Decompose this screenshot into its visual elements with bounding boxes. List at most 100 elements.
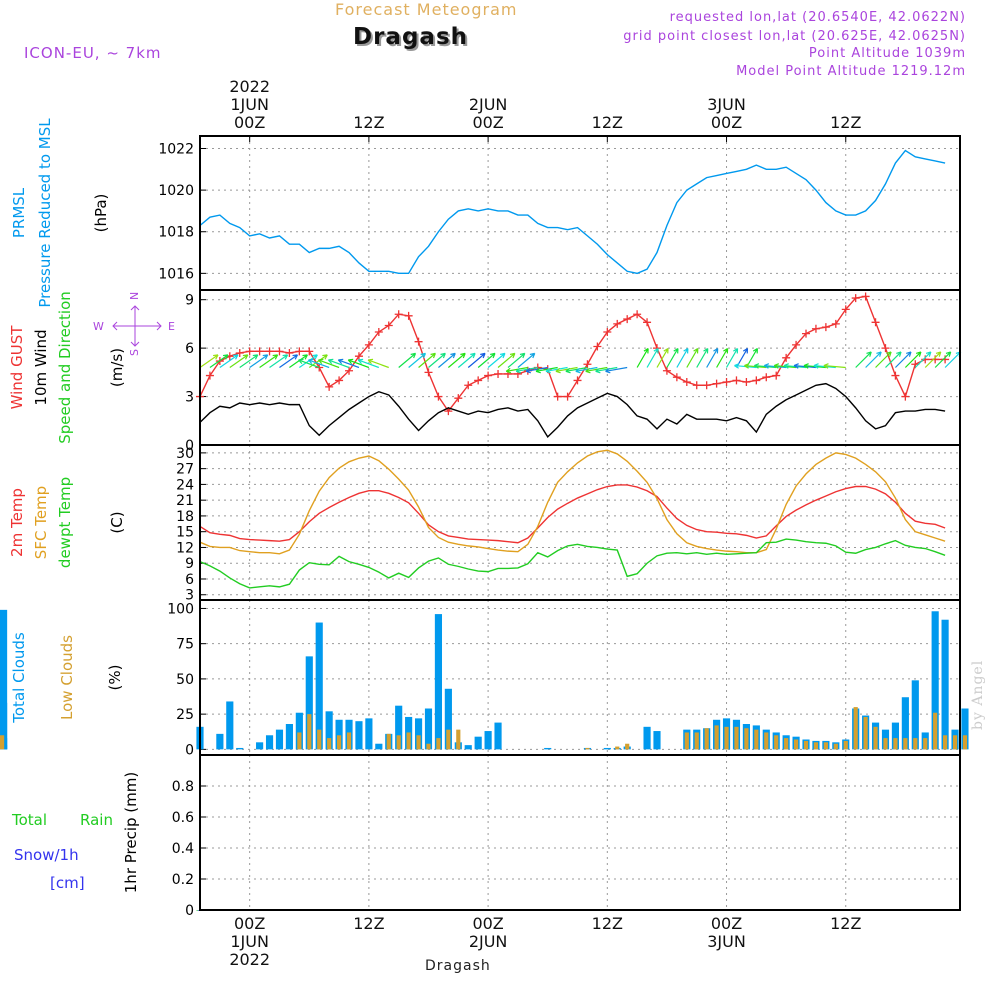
gust-marker: [633, 310, 642, 319]
bar-clouds-0: [236, 747, 244, 750]
wind-direction-arrow: [875, 351, 892, 368]
gust-marker: [752, 376, 761, 385]
bar-clouds-1: [625, 743, 630, 750]
bottom-day-label: 3JUN: [707, 932, 746, 951]
axis-label-wind-2: Speed and Direction: [56, 291, 74, 444]
precip-label-rain: Rain: [80, 811, 113, 829]
wind-direction-arrow: [209, 354, 229, 368]
bar-clouds-1: [843, 740, 848, 750]
bottom-hour-label: 00Z: [472, 914, 503, 933]
gust-marker: [643, 318, 652, 327]
bar-clouds-0: [961, 708, 969, 750]
bar-clouds-1: [943, 735, 948, 750]
top-hour-label: 00Z: [234, 113, 265, 132]
bar-clouds-1: [962, 735, 968, 750]
y-tick-label: 6: [185, 572, 194, 588]
gust-marker: [245, 347, 254, 356]
wind-direction-arrow: [299, 354, 318, 368]
gust-marker: [384, 321, 393, 330]
gust-marker: [205, 371, 214, 380]
bottom-day-label: 1JUN: [230, 932, 269, 951]
gust-marker: [374, 327, 383, 336]
series-line-temperature-0: [199, 484, 946, 544]
wind-direction-arrow: [535, 366, 558, 374]
wind-direction-arrow: [716, 347, 729, 368]
wind-direction-arrow: [517, 352, 536, 368]
wind-direction-arrow: [706, 347, 719, 368]
top-day-label: 2JUN: [469, 95, 508, 114]
bottom-hour-label: 12Z: [353, 914, 384, 933]
wind-direction-arrow: [507, 352, 526, 368]
bar-clouds-1: [585, 747, 590, 750]
wind-direction-arrow: [505, 366, 528, 374]
panel-frame: [199, 754, 961, 911]
axis-label-temperature-1: SFC Temp: [32, 486, 50, 559]
gust-marker: [573, 376, 582, 385]
bar-clouds-1: [853, 707, 858, 750]
bar-clouds-0: [643, 726, 651, 750]
gust-marker: [583, 360, 592, 369]
wind-direction-arrow: [418, 352, 436, 368]
bar-clouds-1: [734, 726, 739, 750]
bar-clouds-1: [883, 738, 888, 750]
gust-marker: [424, 368, 433, 377]
bar-clouds-1: [784, 738, 789, 750]
wind-direction-arrow: [487, 352, 506, 368]
gust-marker: [861, 292, 870, 301]
precip-label-total: Total: [11, 811, 47, 829]
wind-direction-arrow: [199, 354, 219, 368]
y-tick-label: 1018: [158, 225, 194, 241]
wind-direction-arrow: [219, 354, 239, 368]
bar-clouds-0: [216, 733, 224, 750]
gust-marker: [553, 392, 562, 401]
bar-clouds-1: [873, 726, 878, 750]
bar-clouds-1: [803, 740, 809, 750]
gust-marker: [494, 369, 503, 378]
bar-clouds-1: [903, 738, 908, 750]
gust-marker: [662, 366, 671, 375]
gust-marker: [672, 373, 681, 382]
gust-marker: [931, 355, 940, 364]
axis-label-pressure-0: PRMSL: [10, 187, 28, 238]
gust-marker: [285, 348, 294, 357]
bar-clouds-0: [494, 722, 502, 750]
gust-marker: [414, 337, 423, 346]
wind-direction-arrow: [646, 347, 659, 368]
bar-clouds-0: [275, 729, 284, 750]
bar-clouds-0: [941, 619, 949, 750]
bar-clouds-1: [346, 732, 352, 750]
bottom-day-label: 2JUN: [469, 932, 508, 951]
gust-marker: [255, 347, 264, 356]
requested-coords: requested lon,lat (20.6540E, 42.0622N): [669, 10, 966, 25]
gust-marker: [593, 342, 602, 351]
wind-direction-arrow: [298, 358, 320, 369]
gust-marker: [623, 315, 632, 324]
wind-direction-arrow: [924, 351, 942, 368]
bar-clouds-1: [704, 728, 709, 750]
compass-north: N: [128, 292, 141, 300]
series-line-temperature-1: [199, 449, 946, 555]
gust-marker: [345, 366, 354, 375]
gust-marker: [762, 373, 771, 382]
y-tick-label: 9: [185, 556, 194, 572]
top-day-label: 3JUN: [707, 95, 746, 114]
wind-direction-arrow: [308, 358, 330, 369]
gust-marker: [474, 376, 483, 385]
gust-marker: [315, 363, 324, 372]
bar-clouds-1: [406, 732, 411, 750]
axis-label-clouds-1: Low Clouds: [58, 635, 76, 720]
gust-marker: [742, 378, 751, 387]
wind-direction-arrow: [398, 352, 417, 368]
wind-direction-arrow: [585, 366, 608, 374]
bar-clouds-1: [764, 732, 769, 750]
gust-marker: [364, 340, 373, 349]
bar-clouds-0: [891, 722, 900, 750]
supertitle: Forecast Meteogram: [335, 0, 518, 19]
bar-clouds-0: [544, 747, 552, 750]
bar-clouds-1: [426, 743, 431, 750]
gust-marker: [563, 392, 572, 401]
axis-label-temperature-2: dewpt Temp: [56, 477, 74, 568]
bar-clouds-0: [911, 680, 919, 750]
y-tick-label: 12: [176, 540, 194, 556]
